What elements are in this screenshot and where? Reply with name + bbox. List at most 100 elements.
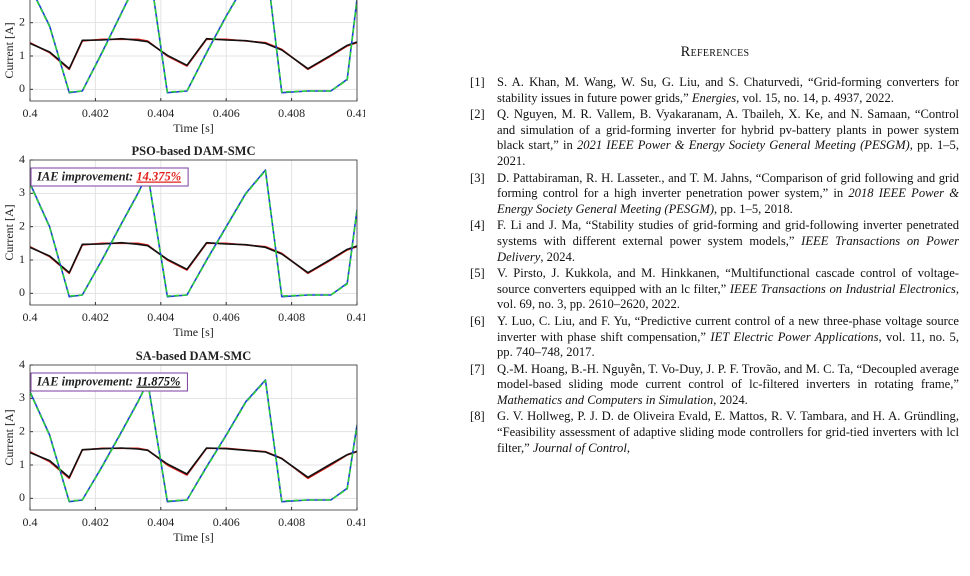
reference-venue: Mathematics and Computers in Simulation <box>497 392 714 407</box>
y-tick-label: 3 <box>19 185 25 199</box>
series-line <box>30 447 357 479</box>
reference-text: S. A. Khan, M. Wang, W. Su, G. Liu, and … <box>497 75 959 106</box>
x-tick-label: 0.408 <box>278 310 305 324</box>
reference-part: D. Pattabiraman, R. H. Lasseter., and T.… <box>497 170 959 201</box>
reference-number: [8] <box>470 409 485 424</box>
reference-number: [5] <box>470 266 485 281</box>
y-tick-label: 2 <box>19 218 25 232</box>
reference-venue: 2018 IEEE Power & Energy Society General… <box>497 186 959 216</box>
y-tick-label: 4 <box>19 357 25 371</box>
reference-number: [7] <box>470 361 485 376</box>
reference: [8] G. V. Hollweg, P. J. D. de Oliveira E… <box>470 409 960 456</box>
x-tick-label: 0.404 <box>147 310 174 324</box>
reference: [6] Y. Luo, C. Liu, and F. Yu, “Predictiv… <box>470 314 960 361</box>
reference-text: D. Pattabiraman, R. H. Lasseter., and T.… <box>497 171 959 218</box>
x-tick-label: 0.406 <box>213 106 240 120</box>
reference-number: [2] <box>470 107 485 122</box>
reference-number: [1] <box>470 75 485 89</box>
x-axis-label: Time [s] <box>173 121 214 135</box>
x-tick-label: 0.402 <box>82 310 109 324</box>
axes-frame <box>29 159 358 306</box>
chart-title: PSO-based DAM-SMC <box>132 144 256 158</box>
reference: [4] F. Li and J. Ma, “Stability studies o… <box>470 218 960 265</box>
reference-part: G. V. Hollweg, P. J. D. de Oliveira Eval… <box>497 409 959 455</box>
series-line <box>30 241 357 274</box>
references-heading: References <box>680 44 750 60</box>
annotation-text: IAE improvement: 11.875% <box>36 374 180 388</box>
y-tick-label: 3 <box>19 390 25 404</box>
x-axis-label: Time [s] <box>173 530 214 544</box>
x-tick-label: 0.4 <box>23 106 38 120</box>
x-tick-label: 0.406 <box>213 515 240 529</box>
y-tick-label: 4 <box>19 152 25 166</box>
y-tick-label: 1 <box>19 48 25 62</box>
reference-venue: IET Electric Power Applications <box>710 329 879 344</box>
reference-text: G. V. Hollweg, P. J. D. de Oliveira Eval… <box>497 409 959 456</box>
reference-text: Q.-M. Hoang, B.-H. Nguyễn, T. Vo-Duy, J.… <box>497 362 959 409</box>
references: References [1] S. A. Khan, M. Wang, W. Su… <box>470 44 960 457</box>
chart-title: SA-based DAM-SMC <box>136 349 252 363</box>
series-line <box>30 379 357 502</box>
series-line <box>35 0 357 94</box>
reference: [3] D. Pattabiraman, R. H. Lasseter., and… <box>470 171 960 218</box>
x-axis-label: Time [s] <box>173 325 214 339</box>
y-axis-label: Current [A] <box>2 409 16 465</box>
reference-part: , pp. 1–5, 2018. <box>714 201 793 216</box>
reference-part: , pp. 1–5, 2021. <box>497 138 959 168</box>
reference-part: F. Li and J. Ma, “Stability studies of g… <box>497 218 959 248</box>
reference-part: , vol. 15, no. 14, p. 4937, 2022. <box>736 90 894 105</box>
annotation-box <box>30 372 188 392</box>
y-axis-label: Current [A] <box>2 204 16 260</box>
reference-number: [6] <box>470 313 485 328</box>
reference-part: Y. Luo, C. Liu, and F. Yu, “Predictive c… <box>497 313 959 344</box>
reference-part: , 2024. <box>540 249 575 264</box>
reference-part: V. Pirsto, J. Kukkola, and M. Hinkkanen,… <box>497 266 959 296</box>
reference: [1] S. A. Khan, M. Wang, W. Su, G. Liu, a… <box>470 75 960 106</box>
reference-part: , vol. 11, no. 5, pp. 740–748, 2017. <box>497 329 959 360</box>
axes-frame <box>29 0 358 102</box>
x-tick-label: 0.41 <box>347 106 366 120</box>
x-tick-label: 0.408 <box>278 106 305 120</box>
annotation-value: 14.375% <box>136 169 181 183</box>
axes-frame <box>29 364 358 511</box>
reference-text: Q. Nguyen, M. R. Vallem, B. Vyakaranam, … <box>497 107 959 169</box>
x-tick-label: 0.41 <box>347 515 366 529</box>
y-tick-label: 2 <box>19 423 25 437</box>
reference-part: Q. Nguyen, M. R. Vallem, B. Vyakaranam, … <box>497 107 959 153</box>
y-tick-label: 0 <box>19 81 25 95</box>
y-tick-label: 1 <box>19 252 25 266</box>
y-tick-label: 0 <box>19 490 25 504</box>
x-tick-label: 0.404 <box>147 515 174 529</box>
annotation: IAE improvement: 14.375% <box>30 167 189 187</box>
reference-part: Q.-M. Hoang, B.-H. Nguyễn, T. Vo-Duy, J.… <box>497 361 959 392</box>
reference: [7] Q.-M. Hoang, B.-H. Nguyễn, T. Vo-Duy,… <box>470 362 960 409</box>
series-line <box>30 169 357 297</box>
reference-text: F. Li and J. Ma, “Stability studies of g… <box>497 218 959 265</box>
reference-text: Y. Luo, C. Liu, and F. Yu, “Predictive c… <box>497 314 959 361</box>
reference-number: [4] <box>470 218 485 233</box>
reference-venue: IEEE Transactions on Industrial Electron… <box>729 281 956 296</box>
annotation-box <box>30 167 189 187</box>
annotation-text: IAE improvement: 14.375% <box>36 169 181 183</box>
reference-venue: IEEE Transactions on Power Delivery <box>497 233 959 264</box>
y-tick-label: 2 <box>19 14 25 28</box>
annotation-label: IAE improvement: <box>36 374 133 388</box>
annotation-value: 11.875% <box>136 374 180 388</box>
reference: [2] Q. Nguyen, M. R. Vallem, B. Vyakarana… <box>470 107 960 169</box>
reference-number: [3] <box>470 170 485 185</box>
x-tick-label: 0.41 <box>347 310 366 324</box>
reference: [5] V. Pirsto, J. Kukkola, and M. Hinkkan… <box>470 266 960 313</box>
y-tick-label: 0 <box>19 285 25 299</box>
x-tick-label: 0.408 <box>278 515 305 529</box>
x-tick-label: 0.402 <box>82 106 109 120</box>
x-tick-label: 0.4 <box>23 515 38 529</box>
annotation-label: IAE improvement: <box>36 169 133 183</box>
reference-venue: 2021 IEEE Power & Energy Society General… <box>576 138 910 153</box>
reference-part: , vol. 69, no. 3, pp. 2610–2620, 2022. <box>497 281 959 312</box>
x-tick-label: 0.402 <box>82 515 109 529</box>
y-tick-label: 1 <box>19 457 25 471</box>
reference-text: V. Pirsto, J. Kukkola, and M. Hinkkanen,… <box>497 266 959 313</box>
x-tick-label: 0.4 <box>23 310 38 324</box>
